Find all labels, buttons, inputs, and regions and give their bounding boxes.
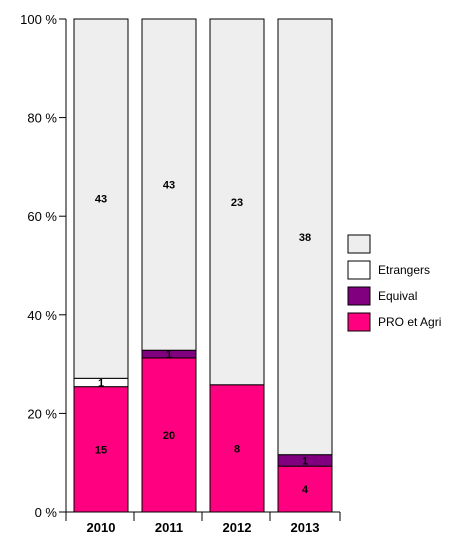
- data-label: 38: [299, 232, 311, 244]
- legend-swatch: [347, 234, 371, 254]
- bar-segment: [277, 465, 333, 513]
- legend-item: [347, 234, 371, 254]
- x-tick-label: 2013: [291, 520, 320, 535]
- bar-2011: 20 1 43: [141, 18, 197, 513]
- legend-label: Equival: [378, 289, 417, 303]
- data-label: 43: [95, 194, 107, 206]
- y-tick-label: 80 %: [27, 111, 57, 126]
- bar-2010: 15 1 43: [73, 18, 129, 513]
- x-tick-label: 2010: [87, 520, 116, 535]
- bar-segment: [209, 384, 265, 513]
- y-tick-label: 100 %: [20, 12, 57, 27]
- data-label: 1: [166, 349, 172, 361]
- legend: Etrangers Equival PRO et Agri: [347, 234, 441, 332]
- x-tick-label: 2012: [223, 520, 252, 535]
- bar-2013: 4 1 38: [277, 18, 333, 513]
- legend-item: Equival: [347, 286, 417, 306]
- data-label: 1: [302, 455, 308, 467]
- y-axis: 0 % 20 % 40 % 60 % 80 % 100 %: [20, 12, 67, 520]
- y-tick-label: 20 %: [27, 406, 57, 421]
- data-label: 15: [95, 444, 107, 456]
- bar-segment: [141, 18, 197, 351]
- legend-item: Etrangers: [347, 260, 430, 280]
- bars: 15 1 43 20 1 43 8 23 4 1 38: [73, 18, 333, 513]
- y-tick-label: 40 %: [27, 308, 57, 323]
- bar-segment: [209, 18, 265, 386]
- data-label: 1: [98, 377, 104, 389]
- bar-segment: [73, 18, 129, 379]
- bar-segment: [141, 357, 197, 513]
- y-tick-label: 0 %: [35, 505, 58, 520]
- legend-label: Etrangers: [378, 263, 430, 277]
- x-tick-label: 2011: [155, 520, 183, 535]
- data-label: 23: [231, 197, 243, 209]
- bar-segment: [277, 18, 333, 456]
- y-tick-label: 60 %: [27, 209, 57, 224]
- bar-segment: [73, 386, 129, 513]
- data-label: 43: [163, 180, 175, 192]
- data-label: 8: [234, 443, 240, 455]
- data-label: 4: [302, 484, 309, 496]
- legend-swatch: [347, 260, 371, 280]
- data-label: 20: [163, 430, 175, 442]
- legend-item: PRO et Agri: [347, 312, 441, 332]
- x-axis: 2010 2011 2012 2013: [65, 511, 341, 535]
- legend-swatch: [347, 286, 371, 306]
- legend-label: PRO et Agri: [378, 315, 441, 329]
- legend-swatch: [347, 312, 371, 332]
- bar-2012: 8 23: [209, 18, 265, 513]
